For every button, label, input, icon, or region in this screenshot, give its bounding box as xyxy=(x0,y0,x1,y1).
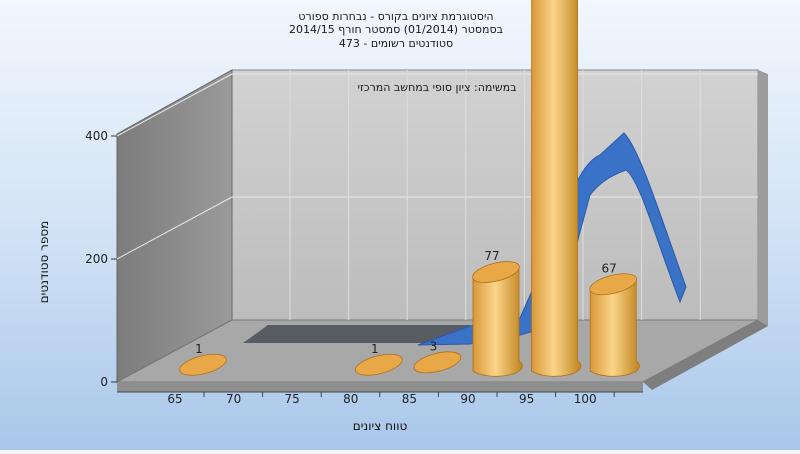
bar-cylinder xyxy=(531,0,582,377)
title-line-3: סטודנטים רשומים - 473 xyxy=(339,37,453,50)
x-tick-label: 80 xyxy=(343,392,358,406)
title-line-1: היסטוגרמת ציונים בקורס - נבחרות ספורט xyxy=(298,10,493,23)
bar-cylinder xyxy=(589,273,640,377)
chart-subtitle: במשימה: ציון סופי במחשב המרכזי xyxy=(357,81,516,94)
x-axis-title: טווח ציונים xyxy=(353,419,408,433)
labels-layer: 1137731667 xyxy=(195,249,617,356)
y-axis-title: מספר סטודנטים xyxy=(37,221,51,304)
right-edge-wall xyxy=(758,70,768,326)
bar-cylinder xyxy=(355,353,403,376)
y-tick-label: 200 xyxy=(85,252,108,266)
x-tick-label: 90 xyxy=(460,392,475,406)
data-label: 1 xyxy=(371,342,379,356)
floor-right-edge xyxy=(643,320,768,390)
x-tick-label: 95 xyxy=(519,392,534,406)
floor-shadow-band xyxy=(243,325,470,343)
title-line-2: בסמסטר (01/2014) סמסטר חורף 2014/15 xyxy=(289,23,503,36)
floor-front-edge xyxy=(117,382,643,392)
x-tick-label: 100 xyxy=(574,392,597,406)
data-label: 67 xyxy=(602,261,617,275)
bars-layer xyxy=(179,0,640,377)
x-tick-label: 65 xyxy=(167,392,182,406)
grid-layer xyxy=(116,70,758,320)
ticks-layer: 0 200 400 65 70 75 80 85 90 95 100 xyxy=(85,129,643,406)
gridline-side xyxy=(116,196,233,260)
x-tick-label: 85 xyxy=(402,392,417,406)
data-label: 1 xyxy=(195,342,203,356)
gridline-side xyxy=(116,73,233,137)
bar-cylinder xyxy=(413,351,462,374)
y-tick-label: 0 xyxy=(100,375,108,389)
bar-cylinder xyxy=(472,261,523,377)
x-tick-label: 70 xyxy=(226,392,241,406)
data-label: 3 xyxy=(430,339,438,353)
x-tick-label: 75 xyxy=(285,392,300,406)
data-label: 77 xyxy=(484,249,499,263)
bar-cylinder xyxy=(179,353,227,376)
y-tick-label: 400 xyxy=(85,129,108,143)
